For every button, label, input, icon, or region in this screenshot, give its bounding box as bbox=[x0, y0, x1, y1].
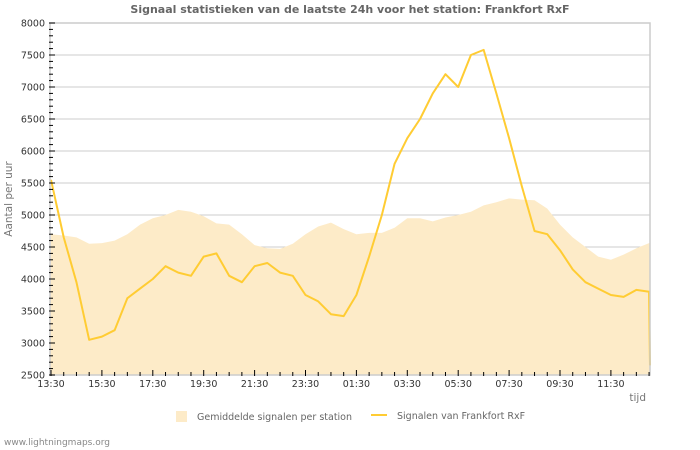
x-axis-title: tijd bbox=[629, 392, 646, 404]
svg-text:3500: 3500 bbox=[21, 307, 45, 318]
svg-text:4500: 4500 bbox=[21, 243, 45, 254]
svg-text:6500: 6500 bbox=[21, 115, 45, 126]
legend-line-label: Signalen van Frankfort RxF bbox=[397, 411, 526, 422]
legend-line-swatch bbox=[371, 414, 387, 416]
svg-text:17:30: 17:30 bbox=[139, 379, 166, 390]
svg-text:09:30: 09:30 bbox=[546, 379, 573, 390]
legend-area-swatch bbox=[176, 411, 187, 422]
chart-title: Signaal statistieken van de laatste 24h … bbox=[130, 3, 570, 16]
x-axis-ticks: 13:30 15:30 17:30 19:30 21:30 23:30 01:30 03:30… bbox=[37, 370, 650, 390]
y-axis-title: Aantal per uur bbox=[3, 161, 15, 237]
svg-text:05:30: 05:30 bbox=[445, 379, 472, 390]
average-signals-area bbox=[50, 198, 650, 375]
svg-text:7500: 7500 bbox=[21, 51, 45, 62]
svg-text:5000: 5000 bbox=[21, 211, 45, 222]
svg-text:15:30: 15:30 bbox=[88, 379, 115, 390]
station-signals-line bbox=[50, 48, 651, 366]
svg-text:03:30: 03:30 bbox=[394, 379, 421, 390]
svg-text:21:30: 21:30 bbox=[241, 379, 268, 390]
svg-text:7000: 7000 bbox=[21, 83, 45, 94]
svg-text:5500: 5500 bbox=[21, 179, 45, 190]
svg-text:4000: 4000 bbox=[21, 275, 45, 286]
svg-text:13:30: 13:30 bbox=[37, 379, 64, 390]
svg-text:8000: 8000 bbox=[21, 19, 45, 30]
svg-text:19:30: 19:30 bbox=[190, 379, 217, 390]
svg-text:07:30: 07:30 bbox=[495, 379, 522, 390]
svg-text:23:30: 23:30 bbox=[292, 379, 319, 390]
footer-source-link[interactable]: www.lightningmaps.org bbox=[4, 438, 110, 448]
y-axis-ticks: 2500 3000 3500 4000 4500 5000 5500 6000 6500 7000… bbox=[21, 19, 55, 382]
svg-text:2500: 2500 bbox=[21, 371, 45, 382]
svg-text:01:30: 01:30 bbox=[343, 379, 370, 390]
legend-area-label: Gemiddelde signalen per station bbox=[197, 412, 353, 423]
svg-text:6000: 6000 bbox=[21, 147, 45, 158]
legend-item-average: Gemiddelde signalen per station bbox=[176, 411, 352, 423]
legend-item-station: Signalen van Frankfort RxF bbox=[371, 411, 525, 422]
svg-text:11:30: 11:30 bbox=[597, 379, 624, 390]
svg-text:3000: 3000 bbox=[21, 339, 45, 350]
plot-frame bbox=[49, 22, 651, 376]
